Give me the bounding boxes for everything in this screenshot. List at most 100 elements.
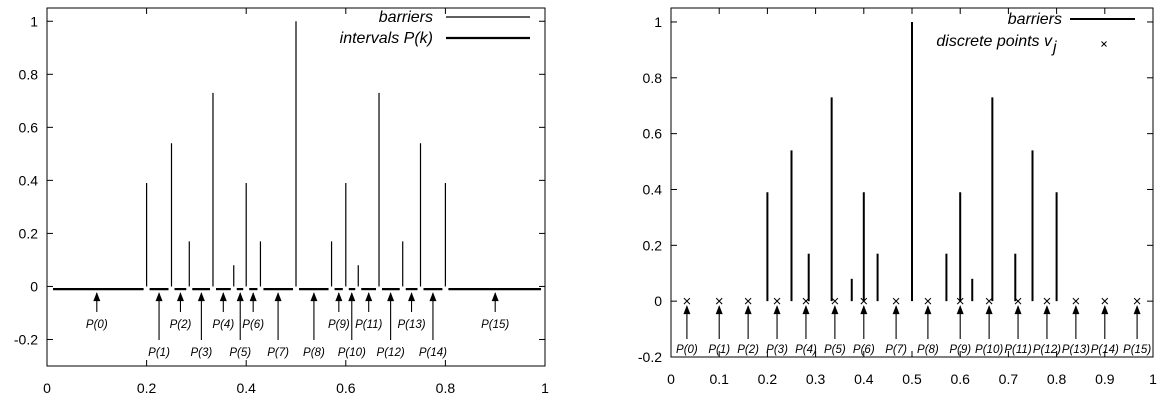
- interval-arrow-head: [274, 292, 282, 302]
- discrete-point: [773, 297, 781, 305]
- point-arrow-head: [924, 305, 932, 315]
- point-arrow-head: [1133, 305, 1141, 315]
- point-arrow-head: [892, 305, 900, 315]
- interval-arrow-head: [219, 292, 227, 302]
- discrete-point: [860, 297, 868, 305]
- point-label: P(15): [1123, 344, 1151, 356]
- point-arrow-head: [860, 305, 868, 315]
- interval-label: P(10): [338, 347, 366, 359]
- interval-arrow-head: [335, 292, 343, 302]
- point-arrow-head: [831, 305, 839, 315]
- x-tick-label: 0.6: [950, 371, 970, 387]
- discrete-point: [683, 297, 691, 305]
- interval-label: P(5): [229, 347, 251, 359]
- interval-label: P(1): [148, 347, 170, 359]
- legend-label-points-subscript: j: [1051, 39, 1057, 56]
- interval-arrow-head: [348, 292, 356, 302]
- point-label: P(12): [1033, 344, 1061, 356]
- discrete-point: [985, 297, 993, 305]
- y-tick-label: 0.2: [643, 237, 663, 253]
- discrete-point: [802, 297, 810, 305]
- point-arrow-head: [715, 305, 723, 315]
- legend-label-barriers: barriers: [1008, 11, 1062, 28]
- interval-label: P(14): [419, 347, 447, 359]
- x-tick-label: 1: [1149, 371, 1157, 387]
- x-tick-label: 0: [667, 371, 675, 387]
- x-tick-label: 0.3: [806, 371, 826, 387]
- discrete-point: [1043, 297, 1051, 305]
- point-label: P(0): [676, 344, 698, 356]
- y-tick-label: 0.8: [19, 66, 39, 82]
- interval-arrow-head: [197, 292, 205, 302]
- legend-swatch-points: [1101, 41, 1107, 47]
- point-arrow-head: [802, 305, 810, 315]
- point-arrow-head: [744, 305, 752, 315]
- y-tick-label: 0: [30, 278, 38, 294]
- point-label: P(10): [975, 344, 1003, 356]
- interval-label: P(7): [267, 347, 289, 359]
- interval-label: P(9): [328, 319, 350, 331]
- interval-label: P(0): [86, 319, 108, 331]
- interval-arrow-head: [491, 292, 499, 302]
- chart-left: -0.2 0 0.2 0.4 0.6 0.8 1 0 0.2 0.4 0.6 0.8 1 P(0) P(1)…: [14, 7, 549, 396]
- y-tick-label: 0: [654, 293, 662, 309]
- discrete-point: [892, 297, 900, 305]
- point-label: P(5): [824, 344, 846, 356]
- point-arrow-head: [985, 305, 993, 315]
- y-tick-label: 0.4: [19, 172, 39, 188]
- x-tick-label: 0.4: [236, 380, 256, 396]
- chart-right: -0.2 0 0.2 0.4 0.6 0.8 1 0 0.1 0.2 0.3 0.4 0.5 0.6 0.7…: [638, 7, 1157, 387]
- interval-arrow-head: [310, 292, 318, 302]
- x-tick-label: 0: [43, 380, 51, 396]
- point-label: P(3): [766, 344, 788, 356]
- point-label: P(6): [853, 344, 875, 356]
- discrete-point: [956, 297, 964, 305]
- discrete-point: [831, 297, 839, 305]
- point-label: P(1): [708, 344, 730, 356]
- y-tick-label: -0.2: [14, 331, 38, 347]
- discrete-point: [1014, 297, 1022, 305]
- discrete-point: [744, 297, 752, 305]
- interval-arrow-head: [387, 292, 395, 302]
- interval-label: P(8): [303, 347, 325, 359]
- point-arrow-head: [956, 305, 964, 315]
- legend-label-points: discrete points v: [936, 33, 1053, 50]
- x-tick-label: 0.2: [137, 380, 157, 396]
- interval-label: P(6): [242, 319, 264, 331]
- x-tick-label: 0.7: [999, 371, 1019, 387]
- interval-label: P(2): [170, 319, 192, 331]
- x-tick-label: 0.1: [709, 371, 729, 387]
- legend-label-intervals: intervals P(k): [340, 30, 433, 47]
- x-tick-label: 1: [541, 380, 549, 396]
- point-label: P(13): [1062, 344, 1090, 356]
- x-tick-label: 0.2: [758, 371, 778, 387]
- x-tick-label: 0.8: [436, 380, 456, 396]
- interval-arrow-head: [93, 292, 101, 302]
- x-tick-label: 0.9: [1095, 371, 1115, 387]
- point-label: P(2): [737, 344, 759, 356]
- y-tick-label: 0.6: [643, 126, 663, 142]
- x-tick-label: 0.5: [902, 371, 922, 387]
- point-label: P(14): [1091, 344, 1119, 356]
- point-arrow-head: [1014, 305, 1022, 315]
- point-label: P(4): [795, 344, 817, 356]
- interval-arrow-head: [365, 292, 373, 302]
- point-label: P(11): [1004, 344, 1031, 356]
- y-tick-label: 0.8: [643, 70, 663, 86]
- point-arrow-head: [1101, 305, 1109, 315]
- interval-label: P(4): [212, 319, 234, 331]
- interval-arrow-head: [249, 292, 257, 302]
- interval-label: P(13): [397, 319, 425, 331]
- interval-arrow-head: [155, 292, 163, 302]
- x-tick-label: 0.4: [854, 371, 874, 387]
- y-tick-label: -0.2: [638, 349, 662, 365]
- y-tick-label: 1: [30, 13, 38, 29]
- y-tick-label: 0.6: [19, 119, 39, 135]
- interval-arrow-head: [236, 292, 244, 302]
- discrete-point: [924, 297, 932, 305]
- interval-label: P(12): [377, 347, 405, 359]
- interval-arrow-head: [176, 292, 184, 302]
- x-tick-label: 0.6: [336, 380, 356, 396]
- y-tick-label: 1: [654, 14, 662, 30]
